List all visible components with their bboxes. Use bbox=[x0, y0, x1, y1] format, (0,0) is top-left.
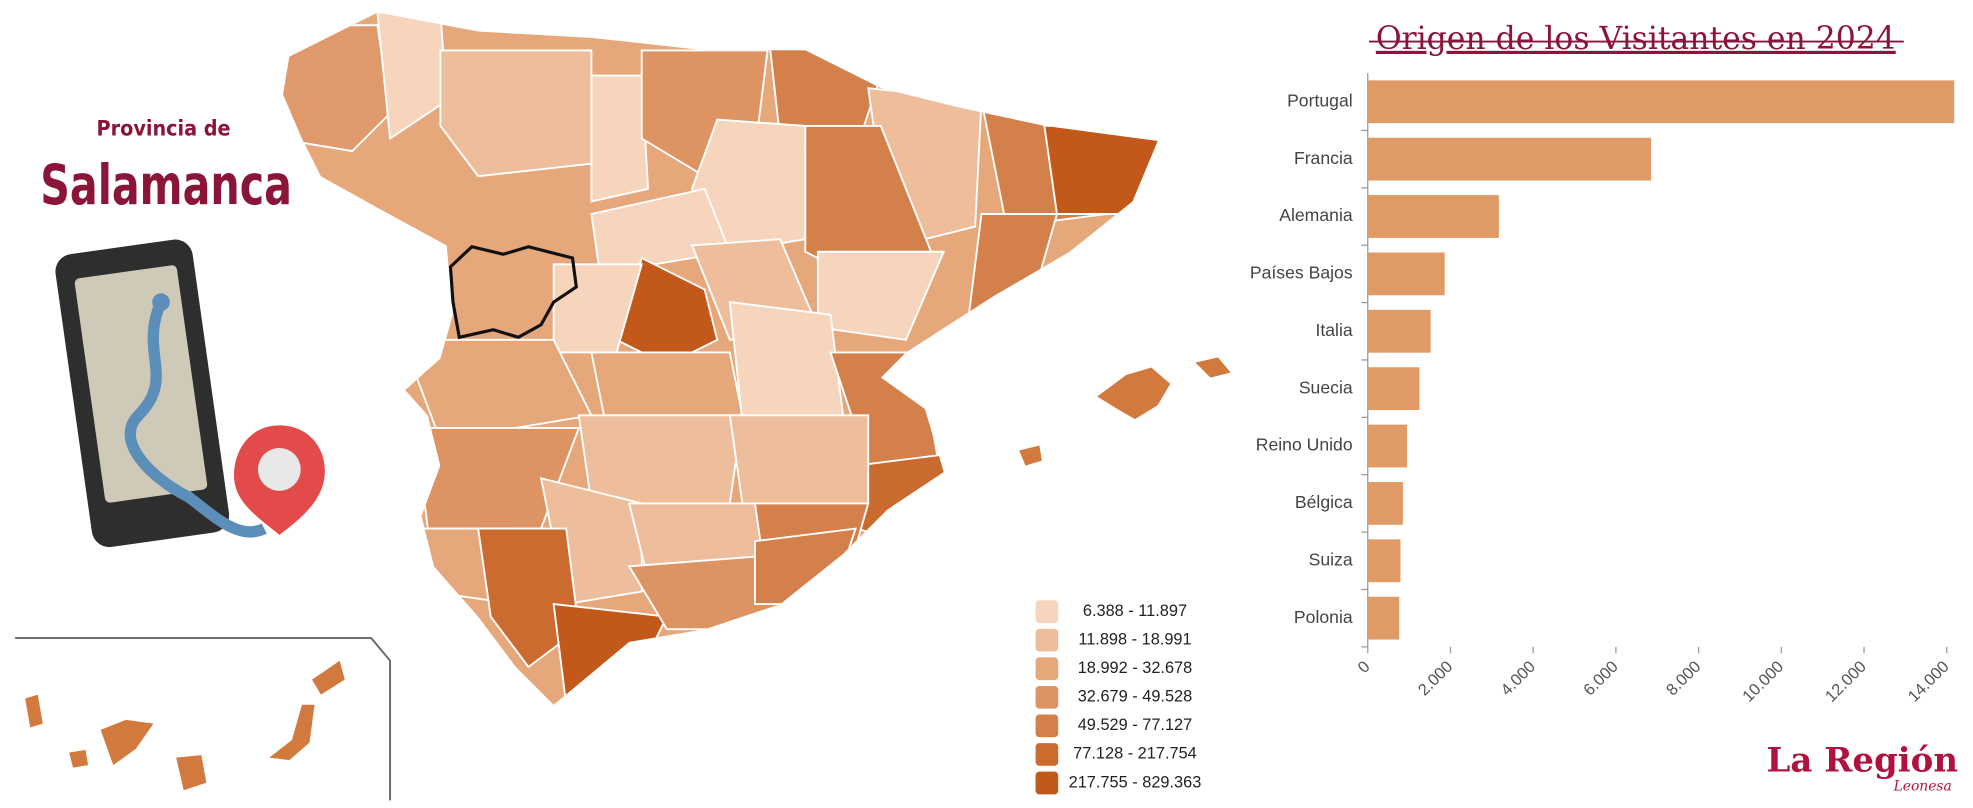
x-tick-label: 14.000 bbox=[1905, 658, 1953, 706]
x-tick-label: 12.000 bbox=[1822, 658, 1870, 706]
bar bbox=[1367, 195, 1499, 238]
y-tick-label: Suecia bbox=[1299, 377, 1353, 397]
x-tick-label: 4.000 bbox=[1497, 658, 1539, 700]
legend-swatch bbox=[1035, 628, 1059, 652]
bar-chart: 0 2.000 4.000 6.000 8.000 10.000 12.000 14.000 P… bbox=[1250, 73, 1955, 706]
y-tick-label: Reino Unido bbox=[1256, 435, 1353, 455]
bar bbox=[1367, 367, 1420, 411]
x-tick-label: 6.000 bbox=[1580, 658, 1622, 700]
chart-title: Origen de los Visitantes en 2024 bbox=[1376, 21, 1896, 57]
logo-tagline: Leonesa bbox=[1893, 779, 1952, 795]
bar bbox=[1367, 482, 1403, 525]
bar bbox=[1367, 539, 1401, 583]
bar bbox=[1367, 309, 1431, 353]
bar bbox=[1367, 424, 1408, 468]
x-tick-label: 2.000 bbox=[1415, 658, 1457, 700]
y-tick-label: Polonia bbox=[1294, 607, 1353, 627]
legend-label: 18.992 - 32.678 bbox=[1078, 659, 1193, 677]
y-tick-label: Portugal bbox=[1287, 90, 1353, 110]
legend-swatch bbox=[1035, 657, 1059, 681]
legend-label: 49.529 - 77.127 bbox=[1078, 716, 1193, 734]
legend-label: 11.898 - 18.991 bbox=[1078, 630, 1191, 648]
subtitle: Provincia de bbox=[97, 117, 231, 142]
legend-label: 77.128 - 217.754 bbox=[1073, 745, 1197, 763]
phone-illustration bbox=[55, 239, 325, 548]
legend-swatch bbox=[1035, 685, 1059, 709]
spain-map bbox=[283, 12, 1158, 705]
bar bbox=[1367, 80, 1955, 124]
legend-label: 217.755 - 829.363 bbox=[1069, 773, 1202, 791]
legend-swatch bbox=[1035, 743, 1059, 766]
legend-label: 6.388 - 11.897 bbox=[1083, 602, 1187, 620]
y-tick-label: Bélgica bbox=[1295, 492, 1353, 512]
islands bbox=[25, 357, 1231, 791]
x-tick-label: 8.000 bbox=[1663, 658, 1705, 700]
salamanca-outline bbox=[448, 244, 578, 340]
legend-label: 32.679 - 49.528 bbox=[1078, 688, 1193, 706]
bar bbox=[1367, 252, 1445, 296]
x-tick-label: 0 bbox=[1354, 658, 1373, 677]
y-tick-label: Países Bajos bbox=[1250, 263, 1353, 283]
y-tick-label: Alemania bbox=[1279, 205, 1353, 225]
logo-name: La Región bbox=[1766, 741, 1958, 781]
x-tick-label: 10.000 bbox=[1739, 658, 1787, 706]
bar bbox=[1367, 137, 1652, 181]
legend-swatch bbox=[1035, 714, 1059, 738]
map-legend: 6.388 - 11.897 11.898 - 18.991 18.992 - 32… bbox=[1035, 600, 1202, 795]
legend-swatch bbox=[1035, 771, 1059, 795]
bar bbox=[1367, 596, 1400, 640]
title: Salamanca bbox=[40, 154, 292, 218]
legend-swatch bbox=[1035, 600, 1059, 623]
y-tick-label: Francia bbox=[1294, 148, 1353, 168]
y-tick-label: Suiza bbox=[1309, 549, 1353, 569]
y-tick-label: Italia bbox=[1315, 320, 1352, 340]
canary-frame bbox=[15, 637, 392, 801]
